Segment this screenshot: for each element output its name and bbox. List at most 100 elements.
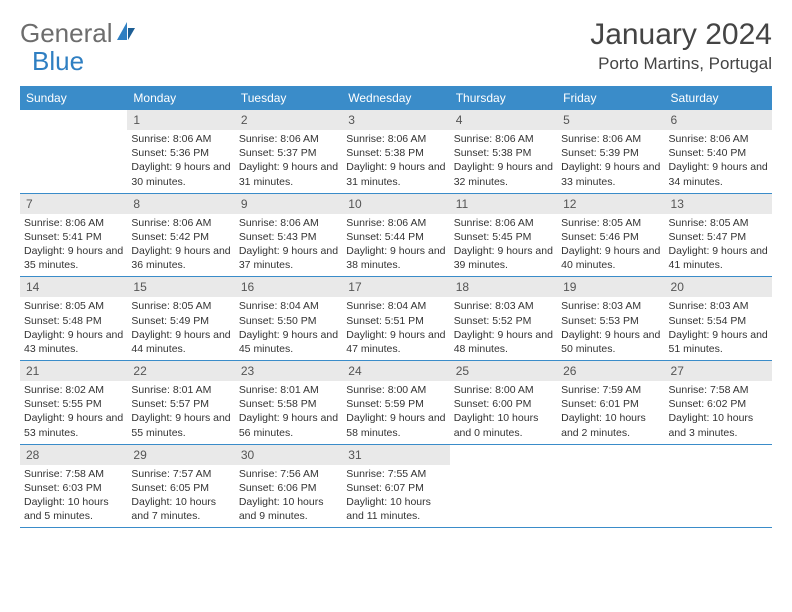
calendar: Sunday Monday Tuesday Wednesday Thursday…: [20, 86, 772, 528]
sunset-text: Sunset: 5:36 PM: [131, 146, 230, 160]
sunrise-text: Sunrise: 7:58 AM: [24, 467, 123, 481]
daylight-text: Daylight: 9 hours and 38 minutes.: [346, 244, 445, 272]
sunset-text: Sunset: 5:45 PM: [454, 230, 553, 244]
sunset-text: Sunset: 6:03 PM: [24, 481, 123, 495]
day-body: Sunrise: 7:57 AMSunset: 6:05 PMDaylight:…: [127, 465, 234, 528]
daylight-text: Daylight: 9 hours and 44 minutes.: [131, 328, 230, 356]
sunrise-text: Sunrise: 8:04 AM: [239, 299, 338, 313]
day-body: Sunrise: 7:59 AMSunset: 6:01 PMDaylight:…: [557, 381, 664, 444]
day-cell: 5Sunrise: 8:06 AMSunset: 5:39 PMDaylight…: [557, 110, 664, 193]
day-body: [20, 116, 127, 122]
sunset-text: Sunset: 6:00 PM: [454, 397, 553, 411]
day-cell: 24Sunrise: 8:00 AMSunset: 5:59 PMDayligh…: [342, 361, 449, 444]
daylight-text: Daylight: 9 hours and 50 minutes.: [561, 328, 660, 356]
day-header-saturday: Saturday: [665, 86, 772, 110]
sunset-text: Sunset: 5:50 PM: [239, 314, 338, 328]
daylight-text: Daylight: 9 hours and 30 minutes.: [131, 160, 230, 188]
day-cell: 15 Sunrise: 8:05 AMSunset: 5:49 PMDayligh…: [127, 277, 234, 360]
sunset-text: Sunset: 5:48 PM: [24, 314, 123, 328]
day-body: Sunrise: 8:03 AMSunset: 5:54 PMDaylight:…: [665, 297, 772, 360]
day-cell: [665, 445, 772, 528]
sunset-text: Sunset: 5:38 PM: [454, 146, 553, 160]
week-row: 7Sunrise: 8:06 AMSunset: 5:41 PMDaylight…: [20, 194, 772, 278]
weeks-container: 1Sunrise: 8:06 AMSunset: 5:36 PMDaylight…: [20, 110, 772, 528]
sail-icon: [115, 18, 137, 49]
day-number: 15: [127, 277, 234, 297]
day-cell: 28Sunrise: 7:58 AMSunset: 6:03 PMDayligh…: [20, 445, 127, 528]
daylight-text: Daylight: 9 hours and 51 minutes.: [669, 328, 768, 356]
week-row: 28Sunrise: 7:58 AMSunset: 6:03 PMDayligh…: [20, 445, 772, 529]
sunrise-text: Sunrise: 8:06 AM: [131, 216, 230, 230]
sunrise-text: Sunrise: 8:02 AM: [24, 383, 123, 397]
day-cell: 21Sunrise: 8:02 AMSunset: 5:55 PMDayligh…: [20, 361, 127, 444]
sunrise-text: Sunrise: 8:05 AM: [131, 299, 230, 313]
day-cell: 8Sunrise: 8:06 AMSunset: 5:42 PMDaylight…: [127, 194, 234, 277]
day-cell: 26Sunrise: 7:59 AMSunset: 6:01 PMDayligh…: [557, 361, 664, 444]
day-cell: 27Sunrise: 7:58 AMSunset: 6:02 PMDayligh…: [665, 361, 772, 444]
day-number: 11: [450, 194, 557, 214]
sunrise-text: Sunrise: 7:57 AM: [131, 467, 230, 481]
day-body: Sunrise: 7:58 AMSunset: 6:02 PMDaylight:…: [665, 381, 772, 444]
day-cell: 14Sunrise: 8:05 AMSunset: 5:48 PMDayligh…: [20, 277, 127, 360]
sunrise-text: Sunrise: 8:06 AM: [561, 132, 660, 146]
day-number: 13: [665, 194, 772, 214]
day-body: Sunrise: 7:58 AMSunset: 6:03 PMDaylight:…: [20, 465, 127, 528]
day-cell: 17Sunrise: 8:04 AMSunset: 5:51 PMDayligh…: [342, 277, 449, 360]
day-number: 26: [557, 361, 664, 381]
sunrise-text: Sunrise: 8:06 AM: [24, 216, 123, 230]
day-cell: 29Sunrise: 7:57 AMSunset: 6:05 PMDayligh…: [127, 445, 234, 528]
sunrise-text: Sunrise: 8:06 AM: [454, 132, 553, 146]
sunrise-text: Sunrise: 8:03 AM: [454, 299, 553, 313]
day-number: 12: [557, 194, 664, 214]
day-number: 31: [342, 445, 449, 465]
sunrise-text: Sunrise: 8:03 AM: [561, 299, 660, 313]
day-body: Sunrise: 8:04 AMSunset: 5:50 PMDaylight:…: [235, 297, 342, 360]
daylight-text: Daylight: 9 hours and 53 minutes.: [24, 411, 123, 439]
day-body: Sunrise: 8:05 AMSunset: 5:47 PMDaylight:…: [665, 214, 772, 277]
day-body: Sunrise: 8:06 AMSunset: 5:43 PMDaylight:…: [235, 214, 342, 277]
day-number: 4: [450, 110, 557, 130]
day-cell: 3Sunrise: 8:06 AMSunset: 5:38 PMDaylight…: [342, 110, 449, 193]
sunset-text: Sunset: 5:44 PM: [346, 230, 445, 244]
day-body: Sunrise: 8:05 AMSunset: 5:48 PMDaylight:…: [20, 297, 127, 360]
sunset-text: Sunset: 5:49 PM: [131, 314, 230, 328]
sunset-text: Sunset: 5:57 PM: [131, 397, 230, 411]
day-cell: [450, 445, 557, 528]
sunset-text: Sunset: 5:38 PM: [346, 146, 445, 160]
day-number: 10: [342, 194, 449, 214]
daylight-text: Daylight: 9 hours and 47 minutes.: [346, 328, 445, 356]
day-cell: 9Sunrise: 8:06 AMSunset: 5:43 PMDaylight…: [235, 194, 342, 277]
day-cell: 31Sunrise: 7:55 AMSunset: 6:07 PMDayligh…: [342, 445, 449, 528]
day-number: 27: [665, 361, 772, 381]
day-number: 2: [235, 110, 342, 130]
day-cell: 20Sunrise: 8:03 AMSunset: 5:54 PMDayligh…: [665, 277, 772, 360]
day-number: 22: [127, 361, 234, 381]
day-cell: 16Sunrise: 8:04 AMSunset: 5:50 PMDayligh…: [235, 277, 342, 360]
day-number: 8: [127, 194, 234, 214]
day-header-sunday: Sunday: [20, 86, 127, 110]
sunset-text: Sunset: 6:01 PM: [561, 397, 660, 411]
daylight-text: Daylight: 10 hours and 2 minutes.: [561, 411, 660, 439]
day-number: 23: [235, 361, 342, 381]
sunrise-text: Sunrise: 8:01 AM: [131, 383, 230, 397]
day-body: Sunrise: 8:06 AMSunset: 5:39 PMDaylight:…: [557, 130, 664, 193]
day-body: Sunrise: 8:05 AMSunset: 5:46 PMDaylight:…: [557, 214, 664, 277]
month-title: January 2024: [590, 18, 772, 52]
logo-text-blue: Blue: [32, 46, 84, 77]
day-number: 20: [665, 277, 772, 297]
day-cell: 2Sunrise: 8:06 AMSunset: 5:37 PMDaylight…: [235, 110, 342, 193]
day-cell: 23Sunrise: 8:01 AMSunset: 5:58 PMDayligh…: [235, 361, 342, 444]
sunrise-text: Sunrise: 8:06 AM: [131, 132, 230, 146]
day-cell: 6Sunrise: 8:06 AMSunset: 5:40 PMDaylight…: [665, 110, 772, 193]
daylight-text: Daylight: 9 hours and 45 minutes.: [239, 328, 338, 356]
day-body: Sunrise: 8:00 AMSunset: 6:00 PMDaylight:…: [450, 381, 557, 444]
sunset-text: Sunset: 5:58 PM: [239, 397, 338, 411]
sunrise-text: Sunrise: 8:06 AM: [346, 216, 445, 230]
daylight-text: Daylight: 10 hours and 9 minutes.: [239, 495, 338, 523]
sunset-text: Sunset: 5:46 PM: [561, 230, 660, 244]
week-row: 1Sunrise: 8:06 AMSunset: 5:36 PMDaylight…: [20, 110, 772, 194]
day-number: 9: [235, 194, 342, 214]
sunrise-text: Sunrise: 7:56 AM: [239, 467, 338, 481]
day-number: 14: [20, 277, 127, 297]
day-body: Sunrise: 8:06 AMSunset: 5:36 PMDaylight:…: [127, 130, 234, 193]
